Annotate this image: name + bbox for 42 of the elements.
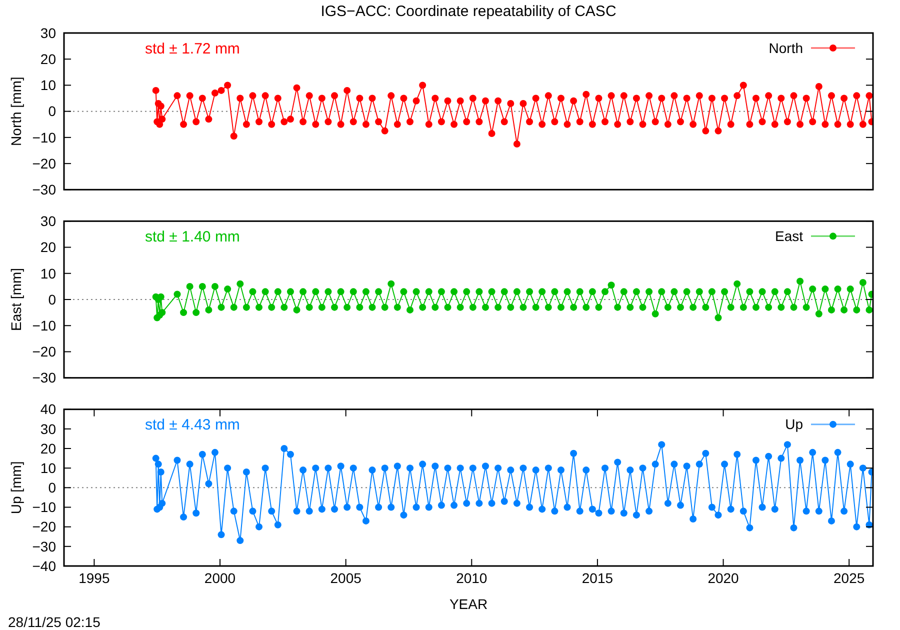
y-tick-label: 10 — [40, 77, 56, 94]
y-tick-label: 0 — [48, 103, 56, 120]
x-tick-label: 2000 — [204, 570, 236, 586]
y-tick-label: −10 — [32, 318, 56, 334]
y-axis-title: East [mm] — [8, 268, 24, 332]
y-tick-label: 10 — [40, 460, 56, 476]
y-tick-label: −10 — [32, 129, 56, 146]
x-tick-label: 2020 — [708, 570, 740, 586]
y-axis-title: Up [mm] — [8, 461, 24, 514]
y-tick-label: −40 — [32, 558, 56, 574]
y-tick-label: −30 — [32, 182, 56, 198]
y-tick-label: 30 — [40, 213, 56, 230]
annotation: std ± 4.43 mm — [145, 416, 240, 434]
y-tick-label: 30 — [40, 24, 56, 41]
y-tick-label: −30 — [32, 370, 56, 386]
x-tick-label: 2010 — [456, 570, 488, 586]
x-tick-label: 1995 — [78, 570, 110, 586]
annotation: std ± 1.40 mm — [145, 228, 240, 246]
y-tick-label: −20 — [32, 155, 56, 172]
legend-label: East — [774, 228, 804, 244]
y-tick-label: 20 — [40, 51, 56, 68]
y-tick-label: 30 — [40, 420, 56, 437]
y-tick-label: −10 — [32, 499, 56, 516]
y-tick-label: 40 — [40, 401, 56, 418]
annotation: std ± 1.72 mm — [145, 40, 240, 58]
legend-label: Up — [785, 416, 804, 432]
y-tick-label: −20 — [32, 344, 56, 360]
y-tick-label: −30 — [32, 538, 56, 554]
chart-title: IGS−ACC: Coordinate repeatability of CASC — [320, 3, 616, 20]
x-tick-label: 2025 — [834, 570, 865, 586]
y-tick-label: 20 — [40, 440, 56, 456]
x-tick-label: 2015 — [582, 570, 614, 586]
y-tick-label: 10 — [40, 265, 56, 282]
x-tick-label: 2005 — [330, 570, 362, 586]
x-axis-title: YEAR — [449, 596, 488, 612]
y-tick-label: −20 — [32, 518, 56, 535]
y-axis-title: North [mm] — [8, 76, 24, 146]
y-tick-label: 0 — [48, 291, 56, 308]
text: 28/11/25 02:15 — [8, 614, 101, 630]
legend-label: North — [768, 40, 803, 56]
y-tick-label: 0 — [48, 480, 56, 496]
y-tick-label: 20 — [40, 239, 56, 256]
